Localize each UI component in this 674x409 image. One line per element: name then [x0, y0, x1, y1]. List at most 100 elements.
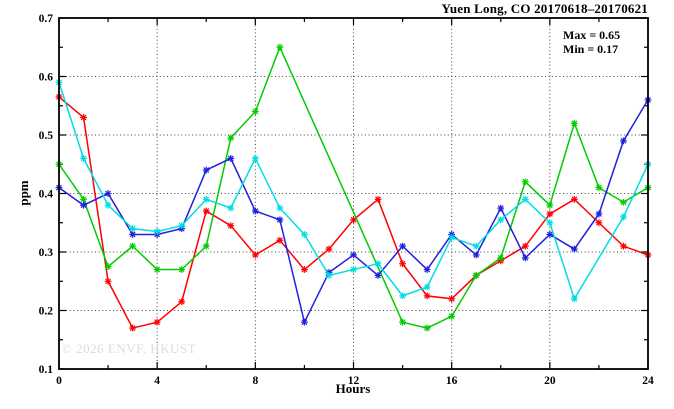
data-point-marker	[301, 318, 308, 326]
data-point-marker	[129, 225, 137, 232]
data-point-marker	[251, 207, 259, 215]
data-point-marker	[423, 292, 431, 300]
data-point-marker	[350, 251, 357, 259]
x-tick-label: 12	[348, 375, 360, 387]
data-point-marker	[448, 295, 456, 303]
data-point-marker	[227, 155, 235, 162]
plot-border	[58, 17, 649, 370]
data-point-marker	[570, 245, 578, 253]
x-tick-label: 8	[252, 375, 258, 387]
y-tick-label: 0.1	[39, 364, 54, 376]
gridlines	[59, 18, 648, 369]
max-value-label: Max = 0.65	[563, 28, 621, 42]
data-point-marker	[521, 242, 529, 250]
series-cyan	[55, 78, 652, 303]
data-point-marker	[202, 195, 210, 203]
data-point-marker	[129, 231, 137, 238]
data-point-marker	[399, 260, 406, 268]
data-point-marker	[570, 195, 578, 203]
data-point-marker	[301, 231, 308, 238]
data-point-marker	[448, 233, 456, 241]
y-tick-label: 0.4	[39, 189, 54, 201]
y-tick-label: 0.5	[39, 130, 54, 142]
y-tick-label: 0.7	[39, 13, 54, 25]
data-point-marker	[129, 242, 137, 250]
y-axis-title: ppm	[16, 180, 31, 206]
data-point-marker	[350, 216, 357, 224]
data-point-marker	[80, 114, 87, 121]
data-point-marker	[80, 155, 87, 162]
data-point-marker	[374, 260, 382, 268]
data-point-marker	[546, 231, 554, 238]
data-point-marker	[276, 216, 284, 224]
data-point-marker	[129, 324, 137, 332]
data-point-marker	[620, 137, 627, 145]
data-point-marker	[472, 251, 480, 259]
data-point-marker	[251, 108, 259, 115]
data-point-marker	[251, 251, 259, 259]
data-point-marker	[276, 236, 284, 244]
data-point-marker	[104, 263, 112, 271]
data-point-marker	[202, 242, 210, 250]
data-point-marker	[104, 201, 112, 209]
data-point-marker	[620, 198, 627, 206]
data-point-marker	[325, 245, 333, 253]
data-point-marker	[227, 222, 235, 230]
data-point-marker	[570, 119, 578, 127]
data-point-marker	[276, 204, 284, 212]
data-point-marker	[521, 178, 529, 186]
min-value-label: Min = 0.17	[563, 42, 619, 56]
data-point-marker	[546, 201, 554, 209]
data-point-marker	[620, 213, 627, 221]
data-point-marker	[546, 219, 554, 227]
data-point-marker	[620, 242, 627, 250]
x-tick-label: 4	[154, 375, 160, 387]
data-point-marker	[472, 242, 480, 250]
data-point-marker	[423, 266, 431, 273]
stats-annotation: Max = 0.65 Min = 0.17	[563, 28, 620, 56]
data-point-marker	[104, 277, 112, 285]
data-point-marker	[521, 254, 529, 262]
data-point-marker	[104, 190, 112, 197]
data-point-marker	[178, 222, 186, 230]
data-point-marker	[448, 312, 456, 320]
data-point-marker	[546, 210, 554, 218]
data-point-marker	[399, 292, 406, 300]
data-point-marker	[202, 166, 210, 174]
x-tick-label: 16	[446, 375, 458, 387]
data-point-marker	[497, 204, 505, 212]
data-point-marker	[399, 242, 406, 250]
x-tick-label: 20	[544, 375, 556, 387]
x-tick-label: 24	[642, 375, 654, 387]
data-point-marker	[301, 266, 308, 273]
data-point-marker	[178, 266, 186, 273]
data-point-marker	[251, 155, 259, 162]
data-point-marker	[374, 195, 382, 203]
data-point-marker	[399, 318, 406, 326]
chart-title: Yuen Long, CO 20170618–20170621	[441, 1, 648, 16]
data-point-marker	[497, 254, 505, 262]
y-tick-label: 0.3	[39, 247, 54, 259]
data-point-marker	[276, 43, 284, 51]
data-point-marker	[178, 298, 186, 306]
tick-labels: 0 4 8 12 16 20 24 0.1 0.2 0.3 0.4 0.5 0.6 0.7	[39, 13, 654, 387]
data-point-marker	[472, 272, 480, 279]
x-axis-title: Hours	[335, 381, 371, 396]
data-point-marker	[595, 184, 603, 192]
y-tick-label: 0.2	[39, 306, 54, 318]
data-point-marker	[350, 266, 357, 273]
y-tick-label: 0.6	[39, 72, 54, 84]
data-point-marker	[374, 272, 382, 279]
data-point-marker	[153, 266, 161, 273]
x-tick-label: 0	[56, 375, 62, 387]
data-point-marker	[227, 134, 235, 142]
data-point-marker	[423, 324, 431, 332]
data-point-marker	[521, 195, 529, 203]
series-red	[55, 93, 652, 332]
data-point-marker	[227, 204, 235, 212]
watermark-text: © 2026 ENVF, HKUST	[62, 341, 197, 356]
data-point-marker	[153, 228, 161, 235]
data-point-marker	[153, 318, 161, 326]
